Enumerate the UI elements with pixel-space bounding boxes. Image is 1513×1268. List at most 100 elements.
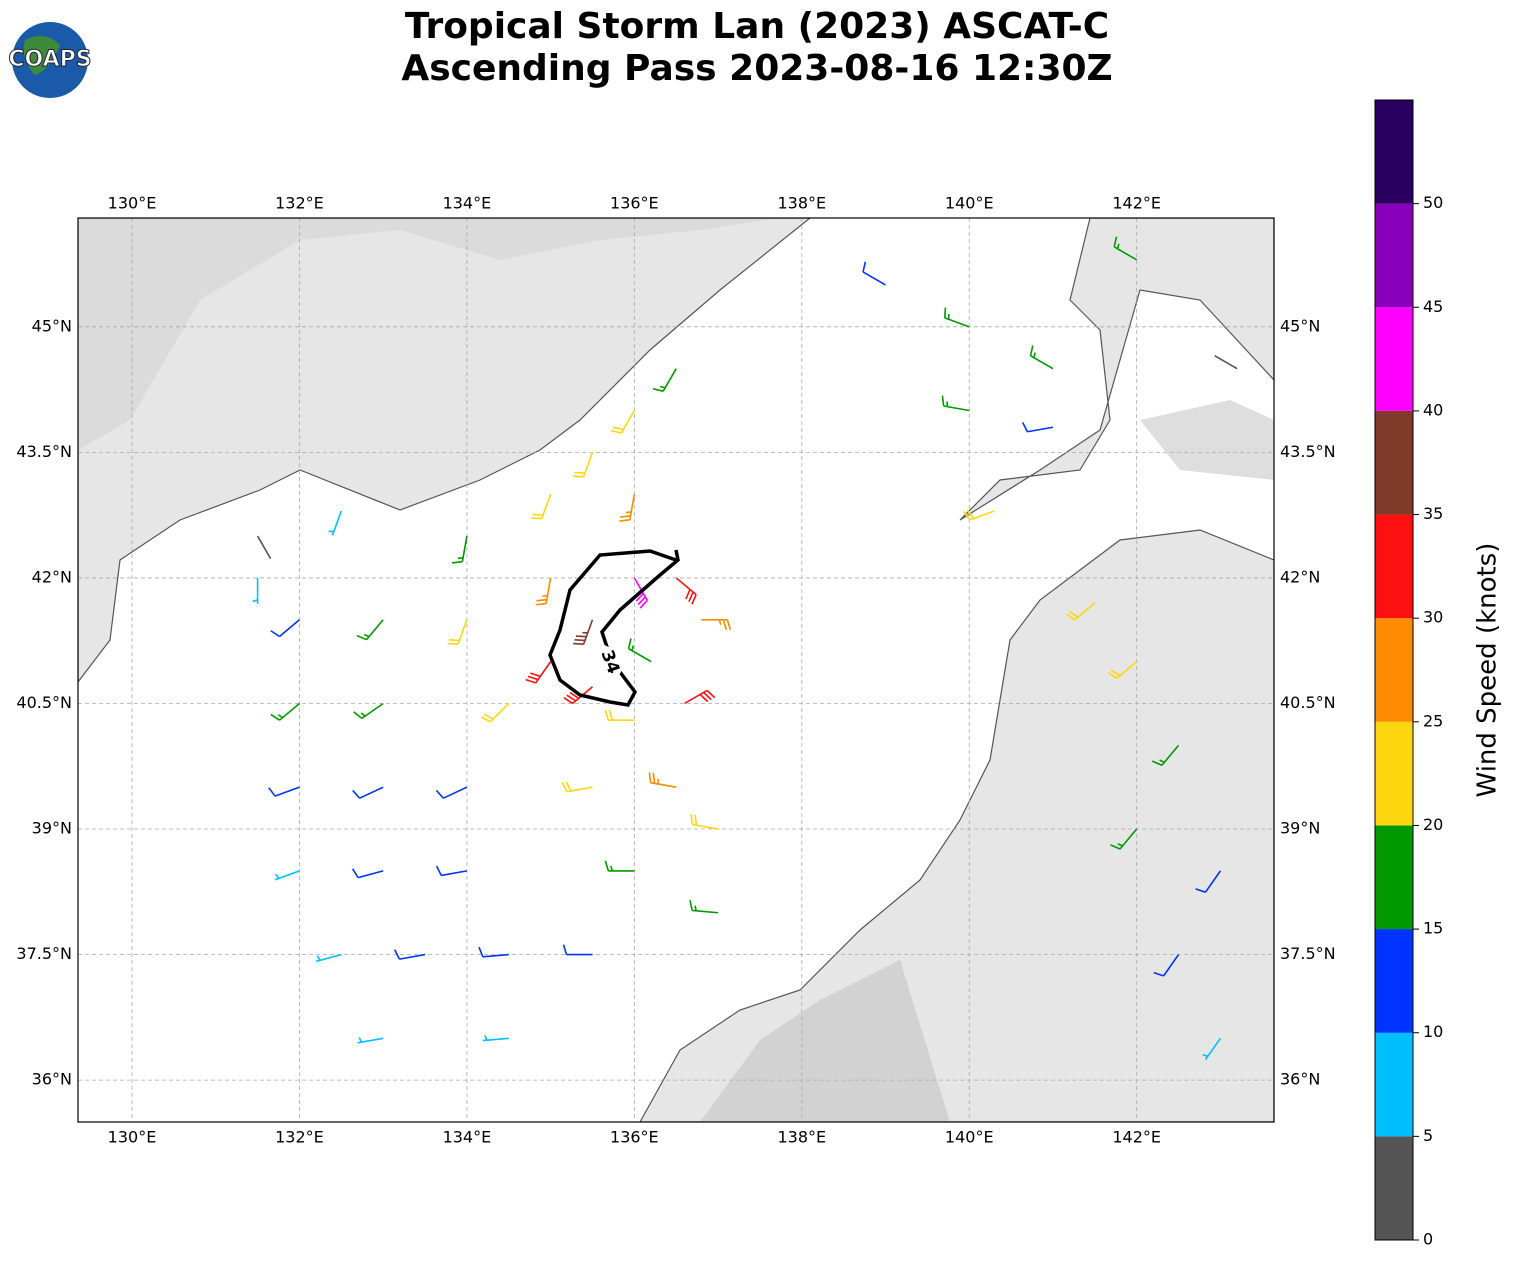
lat-tick-label: 39°N <box>1280 819 1320 838</box>
wind-barb <box>701 618 732 631</box>
wind-barb <box>357 1037 384 1044</box>
wind-barb <box>394 949 426 960</box>
wind-barb <box>1107 661 1138 680</box>
logo: COAPS <box>8 22 92 98</box>
wind-barb <box>268 786 300 797</box>
wind-barb <box>573 619 594 646</box>
wind-barb <box>270 702 300 721</box>
wind-barb <box>561 781 593 793</box>
lon-tick-label: 132°E <box>275 194 324 213</box>
grid <box>78 218 1274 1122</box>
wind-barb <box>256 535 272 559</box>
colorbar-segment <box>1375 929 1413 1033</box>
title-line: Ascending Pass 2023-08-16 12:30Z <box>401 48 1112 89</box>
colorbar-segment <box>1375 307 1413 411</box>
wind-barb <box>1214 354 1238 370</box>
colorbar-frame <box>1374 99 1414 1241</box>
wind-barb <box>482 1035 509 1042</box>
wind-barb <box>963 509 995 521</box>
lat-tick-label: 40.5°N <box>1280 693 1336 712</box>
wind-barb <box>684 689 716 705</box>
colorbar-tick-label: 50 <box>1423 193 1443 212</box>
lon-tick-label: 134°E <box>443 1128 492 1147</box>
lat-tick-label: 45°N <box>1280 316 1320 335</box>
wind-barb <box>356 619 384 641</box>
wind-barb <box>862 261 886 286</box>
lon-tick-label: 132°E <box>275 1128 324 1147</box>
lat-tick-label: 39°N <box>32 819 72 838</box>
colorbar-segment <box>1375 1032 1413 1137</box>
colorbar-tick-label: 0 <box>1423 1230 1433 1249</box>
colorbar-label: Wind Speed (knots) <box>1473 543 1503 798</box>
wind-barb <box>525 661 552 684</box>
wind-barb <box>435 786 468 799</box>
colorbar-tick-label: 40 <box>1423 400 1443 419</box>
wind-barb <box>1021 422 1054 433</box>
lat-tick-label: 40.5°N <box>16 693 72 712</box>
wind-barb <box>351 868 384 879</box>
wind-barb <box>1202 1037 1222 1061</box>
logo-land <box>23 36 60 75</box>
lat-tick-label: 45°N <box>32 316 72 335</box>
lon-tick-label: 136°E <box>610 194 659 213</box>
colorbar-tick-label: 20 <box>1423 815 1443 834</box>
wind-barb <box>1029 345 1054 370</box>
colorbar-segment <box>1375 203 1413 308</box>
wind-barb <box>535 577 552 606</box>
wind-barb <box>315 953 342 963</box>
map-frame <box>77 217 1275 1123</box>
lon-tick-label: 142°E <box>1112 194 1161 213</box>
lon-tick-label: 140°E <box>945 1128 994 1147</box>
lat-tick-label: 36°N <box>1280 1070 1320 1089</box>
wind-barb <box>573 452 594 478</box>
contour: 34 <box>548 549 680 707</box>
wind-barb <box>353 702 384 720</box>
wind-barb <box>1110 828 1138 850</box>
lon-tick-label: 130°E <box>108 194 157 213</box>
wind-barb <box>480 702 510 723</box>
wind-barb <box>328 510 343 536</box>
wind-barb <box>648 772 677 788</box>
contour-line <box>548 549 680 707</box>
colorbar-segment <box>1375 100 1413 204</box>
wind-barb <box>252 577 259 604</box>
wind-barb <box>627 638 652 663</box>
wind-barb <box>611 410 636 434</box>
lat-tick-label: 43.5°N <box>1280 442 1336 461</box>
lon-tick-label: 140°E <box>945 194 994 213</box>
wind-barb <box>1151 744 1180 766</box>
coastline <box>78 218 811 683</box>
lat-tick-label: 42°N <box>1280 567 1320 586</box>
wind-barb <box>1065 602 1096 621</box>
terrain <box>78 218 780 450</box>
wind-barb <box>604 709 635 722</box>
coastline <box>959 218 1274 521</box>
logo-text: COAPS <box>8 47 91 72</box>
wind-barb <box>451 535 468 564</box>
colorbar-segment <box>1375 825 1413 930</box>
lat-tick-label: 42°N <box>32 567 72 586</box>
colorbar-segment <box>1375 1136 1413 1240</box>
lat-tick-label: 43.5°N <box>16 442 72 461</box>
colorbar-tick-label: 30 <box>1423 608 1443 627</box>
wind-barb <box>478 946 509 958</box>
colorbar-segment <box>1375 721 1413 826</box>
wind-barb <box>270 619 300 638</box>
wind-barb <box>633 577 649 609</box>
wind-barb <box>675 577 697 605</box>
wind-barb <box>944 307 970 328</box>
lon-tick-label: 138°E <box>777 1128 826 1147</box>
wind-barb <box>447 619 468 646</box>
wind-barb <box>1153 954 1180 977</box>
colorbar-segment <box>1375 618 1413 722</box>
colorbar-tick-label: 35 <box>1423 504 1443 523</box>
colorbar-segment <box>1375 410 1413 515</box>
contour-label-box <box>591 644 629 680</box>
wind-barb <box>652 368 677 392</box>
wind-barb <box>352 786 384 799</box>
lon-tick-label: 134°E <box>443 194 492 213</box>
wind-barb <box>274 870 300 881</box>
wind-barb <box>689 900 719 914</box>
lon-tick-label: 138°E <box>777 194 826 213</box>
